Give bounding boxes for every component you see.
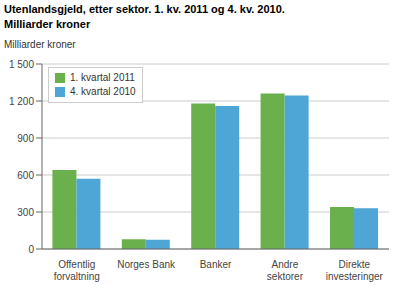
svg-text:1 200: 1 200 xyxy=(9,96,34,107)
svg-text:Andresektorer: Andresektorer xyxy=(267,259,304,282)
svg-text:Direkteinvesteringer: Direkteinvesteringer xyxy=(326,259,384,282)
svg-text:Offentligforvaltning: Offentligforvaltning xyxy=(54,259,100,282)
svg-text:300: 300 xyxy=(17,207,34,218)
html-text:Milliarder kroner: Milliarder kroner xyxy=(4,18,91,30)
svg-text:1 500: 1 500 xyxy=(9,59,34,70)
html-text:Milliarder kroner: Milliarder kroner xyxy=(4,39,76,50)
svg-text:Banker: Banker xyxy=(200,259,232,270)
html-text:1. kvartal 2011: 1. kvartal 2011 xyxy=(70,72,135,83)
svg-text:Norges Bank: Norges Bank xyxy=(117,259,176,270)
svg-text:0: 0 xyxy=(28,244,34,255)
svg-text:900: 900 xyxy=(17,133,34,144)
svg-text:600: 600 xyxy=(17,170,34,181)
html-text:Utenlandsgjeld, etter sektor.: Utenlandsgjeld, etter sektor. 1. kv. 201… xyxy=(4,3,285,15)
html-text:4. kvartal 2010: 4. kvartal 2010 xyxy=(70,86,136,97)
